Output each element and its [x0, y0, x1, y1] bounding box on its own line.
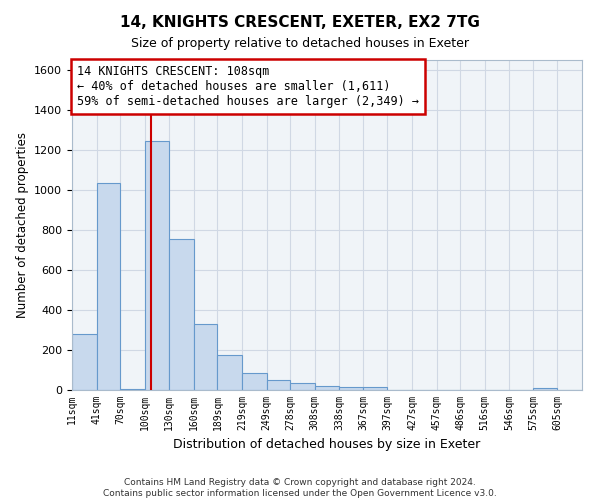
Text: Contains HM Land Registry data © Crown copyright and database right 2024.
Contai: Contains HM Land Registry data © Crown c… [103, 478, 497, 498]
Bar [290, 383, 315, 390]
Text: Size of property relative to detached houses in Exeter: Size of property relative to detached ho… [131, 38, 469, 51]
Text: 14, KNIGHTS CRESCENT, EXETER, EX2 7TG: 14, KNIGHTS CRESCENT, EXETER, EX2 7TG [120, 15, 480, 30]
Bar [145, 141, 169, 390]
Bar [120, 389, 145, 390]
Bar [339, 387, 363, 390]
Bar [194, 324, 217, 390]
Bar [315, 386, 339, 390]
Bar [217, 355, 242, 390]
Y-axis label: Number of detached properties: Number of detached properties [16, 132, 29, 318]
Bar [97, 183, 120, 390]
Bar [533, 388, 557, 390]
Bar [266, 380, 290, 390]
Text: 14 KNIGHTS CRESCENT: 108sqm
← 40% of detached houses are smaller (1,611)
59% of : 14 KNIGHTS CRESCENT: 108sqm ← 40% of det… [77, 65, 419, 108]
X-axis label: Distribution of detached houses by size in Exeter: Distribution of detached houses by size … [173, 438, 481, 452]
Bar [72, 334, 97, 390]
Bar [169, 239, 194, 390]
Bar [363, 387, 388, 390]
Bar [242, 373, 266, 390]
